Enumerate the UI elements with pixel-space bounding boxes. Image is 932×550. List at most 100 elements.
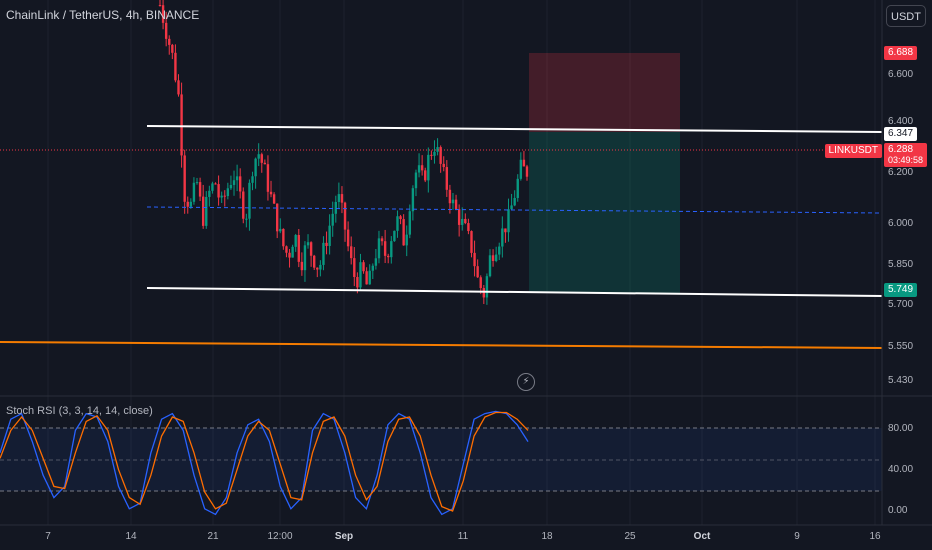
candle-body[interactable] [303,245,307,271]
candle-body[interactable] [272,194,276,204]
candle-body[interactable] [457,209,461,225]
candle-body[interactable] [331,213,334,226]
candle-body[interactable] [371,265,374,271]
candle-body[interactable] [442,163,445,168]
lightning-icon[interactable]: ⚡ [517,373,535,391]
candle-body[interactable] [238,176,242,192]
candle-body[interactable] [328,225,331,246]
candle-body[interactable] [470,231,473,253]
candle-body[interactable] [214,183,217,185]
candle-body[interactable] [306,242,310,246]
candle-body[interactable] [251,176,254,183]
candle-body[interactable] [417,165,421,173]
candle-body[interactable] [260,154,263,163]
candle-body[interactable] [334,201,337,214]
candle-body[interactable] [186,201,189,207]
candle-body[interactable] [229,184,233,189]
candle-body[interactable] [448,189,452,204]
candle-body[interactable] [257,154,260,159]
candle-body[interactable] [353,258,356,277]
short-position-reward-zone[interactable] [529,132,680,293]
candle-body[interactable] [485,276,489,298]
candle-body[interactable] [516,178,519,198]
candle-body[interactable] [319,264,322,270]
candle-body[interactable] [359,262,362,288]
candle-body[interactable] [201,196,205,226]
candle-body[interactable] [275,203,279,232]
upper-channel-line[interactable] [146,125,883,133]
candle-body[interactable] [479,277,482,289]
candle-body[interactable] [254,158,257,177]
candle-body[interactable] [263,162,267,165]
candle-body[interactable] [208,190,211,197]
candle-body[interactable] [436,147,439,152]
candle-body[interactable] [177,80,180,95]
candle-body[interactable] [316,267,319,270]
candle-body[interactable] [340,194,344,203]
candle-body[interactable] [414,172,418,189]
candle-body[interactable] [269,191,273,195]
candle-body[interactable] [430,154,433,156]
candle-body[interactable] [294,235,297,247]
candle-body[interactable] [396,216,399,231]
candle-body[interactable] [522,159,526,167]
stoch-k-line[interactable] [0,410,529,516]
candle-body[interactable] [393,230,396,242]
candle-body[interactable] [507,209,510,233]
candle-body[interactable] [504,228,507,233]
candle-body[interactable] [350,246,353,259]
candle-body[interactable] [285,246,288,253]
candle-body[interactable] [473,252,476,267]
candle-body[interactable] [161,5,165,23]
candle-body[interactable] [291,246,294,258]
candle-body[interactable] [411,188,415,212]
candle-body[interactable] [313,255,316,268]
candle-body[interactable] [245,218,248,220]
candle-body[interactable] [383,241,387,256]
candle-body[interactable] [405,234,408,246]
candle-body[interactable] [380,238,384,242]
candle-body[interactable] [377,238,381,259]
candle-body[interactable] [433,151,436,156]
candle-body[interactable] [180,94,183,156]
candle-body[interactable] [248,182,251,219]
lower-channel-line[interactable] [146,287,883,297]
candle-body[interactable] [282,228,285,247]
candle-body[interactable] [337,194,341,202]
candle-body[interactable] [279,228,282,232]
candle-body[interactable] [192,182,196,202]
candle-body[interactable] [356,276,359,288]
candle-body[interactable] [501,228,504,247]
candle-body[interactable] [510,205,513,210]
candle-body[interactable] [390,241,393,258]
candle-body[interactable] [322,242,325,265]
candle-body[interactable] [494,254,498,261]
candle-body[interactable] [171,44,174,53]
candle-body[interactable] [242,191,245,219]
candle-body[interactable] [408,211,412,235]
candle-body[interactable] [174,52,177,81]
candle-body[interactable] [374,258,378,266]
candle-body[interactable] [368,270,371,285]
candle-body[interactable] [168,38,171,45]
candle-body[interactable] [343,202,347,230]
candle-body[interactable] [198,182,202,197]
candle-body[interactable] [325,242,328,246]
candle-body[interactable] [476,266,479,278]
candle-body[interactable] [309,242,313,256]
candle-body[interactable] [362,262,365,272]
candle-body[interactable] [205,196,208,226]
candle-body[interactable] [491,255,495,261]
candle-body[interactable] [445,167,449,190]
candle-body[interactable] [346,229,350,247]
candle-body[interactable] [220,195,223,198]
candle-body[interactable] [195,182,199,184]
candle-body[interactable] [464,218,467,224]
stoch-rsi-title[interactable]: Stoch RSI (3, 3, 14, 14, close) [6,405,153,417]
candle-body[interactable] [439,147,442,164]
mid-dashed-line[interactable] [146,206,883,214]
candle-body[interactable] [399,216,402,220]
stoch-d-line[interactable] [0,411,529,512]
candle-body[interactable] [454,199,458,210]
